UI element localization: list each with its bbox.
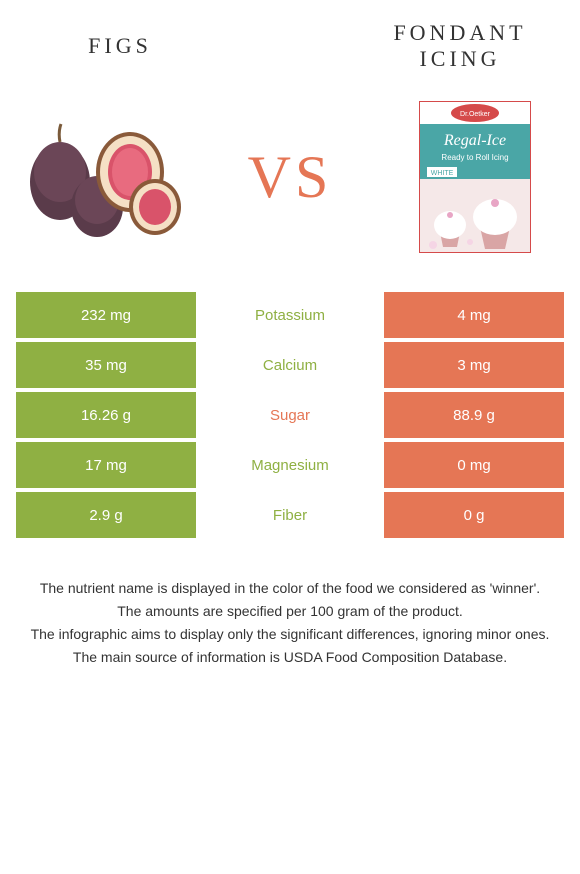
nutrient-name-cell: Magnesium — [200, 442, 380, 488]
brand-text: Dr.Oetker — [460, 111, 491, 118]
left-value-cell: 17 mg — [16, 442, 196, 488]
tag-text: WHITE — [431, 170, 454, 177]
figs-image — [20, 102, 190, 252]
images-row: VS Dr.Oetker Regal-Ice Ready to Roll Ici… — [10, 102, 570, 252]
footer-line: The infographic aims to display only the… — [20, 624, 560, 645]
fondant-image: Dr.Oetker Regal-Ice Ready to Roll Icing … — [390, 102, 560, 252]
footer-line: The amounts are specified per 100 gram o… — [20, 601, 560, 622]
left-value-cell: 2.9 g — [16, 492, 196, 538]
right-value-cell: 0 g — [384, 492, 564, 538]
left-value-cell: 35 mg — [16, 342, 196, 388]
nutrient-name-cell: Potassium — [200, 292, 380, 338]
right-value-cell: 4 mg — [384, 292, 564, 338]
right-value-cell: 0 mg — [384, 442, 564, 488]
footer-line: The nutrient name is displayed in the co… — [20, 578, 560, 599]
footer-line: The main source of information is USDA F… — [20, 647, 560, 668]
table-row: 2.9 gFiber0 g — [16, 492, 564, 538]
nutrient-table: 232 mgPotassium4 mg35 mgCalcium3 mg16.26… — [10, 292, 570, 538]
left-value-cell: 232 mg — [16, 292, 196, 338]
right-value-cell: 3 mg — [384, 342, 564, 388]
footer-notes: The nutrient name is displayed in the co… — [10, 578, 570, 668]
table-row: 17 mgMagnesium0 mg — [16, 442, 564, 488]
nutrient-name-cell: Calcium — [200, 342, 380, 388]
table-row: 232 mgPotassium4 mg — [16, 292, 564, 338]
right-food-title: FONDANT ICING — [360, 20, 560, 72]
table-row: 35 mgCalcium3 mg — [16, 342, 564, 388]
nutrient-name-cell: Fiber — [200, 492, 380, 538]
product-text: Regal-Ice — [443, 132, 506, 149]
left-value-cell: 16.26 g — [16, 392, 196, 438]
vs-label: VS — [248, 143, 333, 212]
header-row: FIGS FONDANT ICING — [10, 20, 570, 72]
subtitle-text: Ready to Roll Icing — [441, 153, 508, 162]
nutrient-name-cell: Sugar — [200, 392, 380, 438]
table-row: 16.26 gSugar88.9 g — [16, 392, 564, 438]
right-value-cell: 88.9 g — [384, 392, 564, 438]
left-food-title: FIGS — [20, 33, 220, 59]
